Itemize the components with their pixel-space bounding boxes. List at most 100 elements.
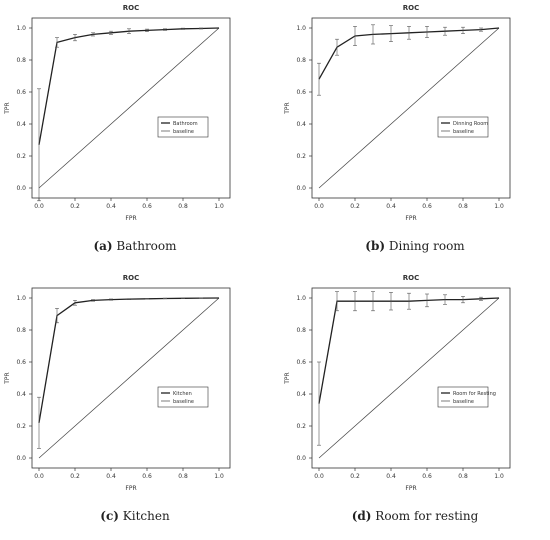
caption-text: Room for resting	[371, 509, 479, 523]
legend-label-roc: Kitchen	[173, 391, 192, 397]
y-tick-label: 1.0	[296, 295, 306, 302]
y-tick-label: 0.8	[296, 327, 306, 334]
plot-frame	[31, 17, 231, 199]
legend-label-baseline: baseline	[173, 129, 194, 135]
subfigure-caption: (b) Dining room	[280, 239, 550, 253]
roc-chart-svg: ROC 0.0 0.2 0.4 0.6 0.8 1.0 0.0 0.2 0.4 0.6 0.8 1.0 F…	[284, 4, 511, 222]
subfigure-caption: (d) Room for resting	[280, 509, 550, 523]
roc-panel-kitchen: ROC 0.0 0.2 0.4 0.6 0.8 1.0 0.0 0.2 0.4 0.6 0.8 1.0 F…	[0, 270, 270, 540]
legend-box	[437, 116, 489, 138]
x-tick-label: 0.4	[386, 473, 396, 480]
x-tick-label: 0.8	[178, 203, 188, 210]
x-tick-label: 0.6	[142, 203, 152, 210]
subfigure-caption: (c) Kitchen	[0, 509, 270, 523]
chart-title: ROC	[403, 274, 419, 282]
chart-title: ROC	[123, 274, 139, 282]
y-tick-label: 1.0	[16, 25, 26, 32]
x-tick-label: 0.0	[314, 473, 324, 480]
legend-label-roc: Bathroom	[173, 121, 198, 127]
x-tick-label: 1.0	[214, 203, 224, 210]
x-axis-label: FPR	[405, 215, 416, 222]
x-axis-label: FPR	[125, 485, 136, 492]
legend-label-roc: Dinning Room	[453, 121, 488, 127]
x-tick-label: 0.6	[422, 473, 432, 480]
x-tick-label: 1.0	[494, 473, 504, 480]
roc-panel-bathroom: ROC 0.0 0.2 0.4 0.6 0.8 1.0 0.0 0.2 0.4 0.6 0.8 1.0 F…	[0, 0, 270, 270]
baseline-line	[38, 27, 220, 189]
y-axis-label: TPR	[284, 102, 291, 114]
y-tick-label: 0.4	[16, 391, 26, 398]
y-tick-label: 0.8	[296, 57, 306, 64]
caption-text: Dining room	[385, 239, 465, 253]
x-tick-label: 0.8	[458, 473, 468, 480]
y-tick-label: 0.0	[16, 455, 26, 462]
legend-box	[157, 116, 209, 138]
baseline-line	[318, 27, 500, 189]
subfigure-caption: (a) Bathroom	[0, 239, 270, 253]
x-tick-label: 1.0	[214, 473, 224, 480]
y-tick-label: 0.8	[16, 57, 26, 64]
y-tick-label: 0.0	[296, 185, 306, 192]
caption-label: (a)	[93, 239, 113, 253]
legend-label-baseline: baseline	[453, 399, 474, 405]
plot-frame	[31, 287, 231, 469]
x-axis-label: FPR	[125, 215, 136, 222]
x-tick-label: 0.4	[106, 473, 116, 480]
plot-frame	[311, 17, 511, 199]
caption-label: (d)	[351, 509, 372, 523]
legend-box	[437, 386, 489, 408]
legend-label-baseline: baseline	[173, 399, 194, 405]
x-tick-label: 0.4	[106, 203, 116, 210]
y-tick-label: 0.8	[16, 327, 26, 334]
x-tick-label: 0.2	[350, 473, 360, 480]
y-tick-label: 0.6	[296, 359, 306, 366]
x-tick-label: 0.0	[314, 203, 324, 210]
x-tick-label: 0.6	[142, 473, 152, 480]
y-tick-label: 1.0	[296, 25, 306, 32]
legend-box	[157, 386, 209, 408]
y-tick-label: 0.4	[296, 391, 306, 398]
y-tick-label: 0.0	[296, 455, 306, 462]
x-tick-label: 0.2	[70, 473, 80, 480]
caption-text: Kitchen	[118, 509, 170, 523]
chart-title: ROC	[123, 4, 139, 12]
y-tick-label: 0.2	[16, 153, 26, 160]
y-tick-label: 0.6	[16, 89, 26, 96]
roc-chart-svg: ROC 0.0 0.2 0.4 0.6 0.8 1.0 0.0 0.2 0.4 0.6 0.8 1.0 F…	[284, 274, 511, 492]
plot-frame	[311, 287, 511, 469]
y-tick-label: 0.0	[16, 185, 26, 192]
roc-panel-dining-room: ROC 0.0 0.2 0.4 0.6 0.8 1.0 0.0 0.2 0.4 0.6 0.8 1.0 F…	[280, 0, 550, 270]
y-axis-label: TPR	[284, 372, 291, 384]
x-tick-label: 0.2	[350, 203, 360, 210]
x-tick-label: 0.8	[458, 203, 468, 210]
legend-label-baseline: baseline	[453, 129, 474, 135]
x-tick-label: 0.0	[34, 473, 44, 480]
legend-label-roc: Room for Resting	[453, 391, 496, 397]
y-tick-label: 1.0	[16, 295, 26, 302]
roc-chart-svg: ROC 0.0 0.2 0.4 0.6 0.8 1.0 0.0 0.2 0.4 0.6 0.8 1.0 F…	[4, 4, 231, 222]
y-tick-label: 0.6	[296, 89, 306, 96]
roc-panel-room-for-resting: ROC 0.0 0.2 0.4 0.6 0.8 1.0 0.0 0.2 0.4 0.6 0.8 1.0 F…	[280, 270, 550, 540]
y-tick-label: 0.6	[16, 359, 26, 366]
x-tick-label: 0.0	[34, 203, 44, 210]
y-tick-label: 0.2	[296, 423, 306, 430]
caption-label: (c)	[100, 509, 119, 523]
caption-text: Bathroom	[112, 239, 177, 253]
y-tick-label: 0.2	[296, 153, 306, 160]
x-tick-label: 0.6	[422, 203, 432, 210]
y-tick-label: 0.2	[16, 423, 26, 430]
chart-title: ROC	[403, 4, 419, 12]
x-tick-label: 1.0	[494, 203, 504, 210]
y-axis-label: TPR	[4, 372, 11, 384]
roc-chart-svg: ROC 0.0 0.2 0.4 0.6 0.8 1.0 0.0 0.2 0.4 0.6 0.8 1.0 F…	[4, 274, 231, 492]
x-tick-label: 0.4	[386, 203, 396, 210]
baseline-line	[318, 297, 500, 459]
y-axis-label: TPR	[4, 102, 11, 114]
caption-label: (b)	[365, 239, 386, 253]
y-tick-label: 0.4	[296, 121, 306, 128]
x-tick-label: 0.8	[178, 473, 188, 480]
baseline-line	[38, 297, 220, 459]
x-axis-label: FPR	[405, 485, 416, 492]
y-tick-label: 0.4	[16, 121, 26, 128]
x-tick-label: 0.2	[70, 203, 80, 210]
